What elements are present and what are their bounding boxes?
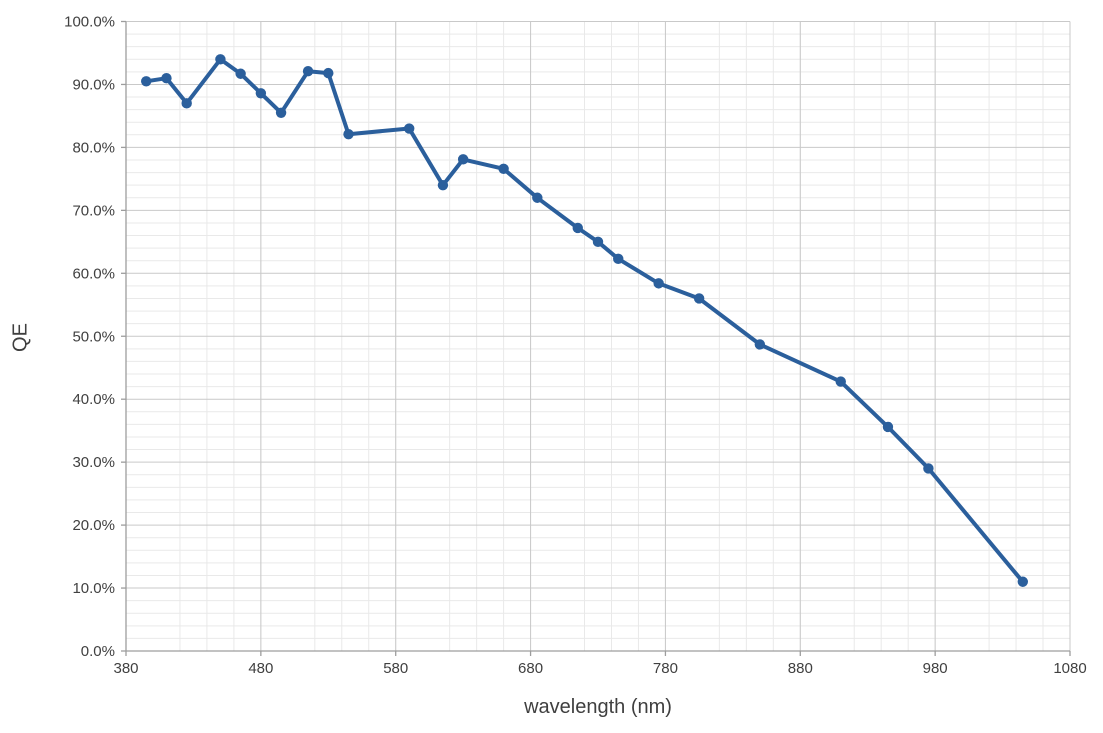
data-point-marker: [592, 236, 604, 248]
data-point-marker: [754, 339, 766, 350]
x-tick-label: 880: [788, 660, 813, 677]
data-point-marker: [923, 463, 934, 474]
x-tick-label: 580: [383, 660, 408, 677]
x-tick-label: 1080: [1053, 660, 1086, 677]
data-point-marker: [437, 179, 449, 191]
data-point-marker: [1017, 576, 1028, 587]
data-point-marker: [161, 72, 172, 84]
data-point-marker: [498, 163, 509, 175]
data-point-marker: [572, 222, 583, 234]
data-point-marker: [141, 76, 152, 87]
data-point-marker: [235, 68, 246, 79]
y-tick-label: 30.0%: [72, 454, 115, 471]
data-point-marker: [343, 128, 354, 140]
y-tick-label: 100.0%: [64, 14, 115, 31]
x-tick-label: 480: [248, 660, 273, 677]
y-tick-label: 20.0%: [72, 517, 115, 534]
y-tick-label: 70.0%: [72, 202, 115, 219]
y-axis-title: QE: [9, 323, 32, 352]
x-tick-label: 680: [518, 660, 543, 677]
y-tick-label: 0.0%: [81, 643, 115, 660]
data-point-marker: [255, 88, 267, 99]
data-point-marker: [275, 107, 287, 118]
data-point-marker: [613, 253, 624, 265]
data-point-marker: [693, 293, 705, 304]
data-point-marker: [835, 376, 846, 387]
y-tick-label: 90.0%: [72, 76, 115, 93]
y-tick-label: 40.0%: [72, 391, 115, 408]
y-tick-label: 80.0%: [72, 139, 115, 156]
x-tick-label: 980: [923, 660, 948, 677]
x-tick-label: 380: [113, 660, 138, 677]
data-point-marker: [302, 66, 314, 77]
data-point-marker: [404, 123, 415, 134]
data-point-marker: [323, 67, 334, 79]
data-point-marker: [457, 154, 469, 165]
y-tick-label: 50.0%: [72, 328, 115, 345]
data-point-marker: [653, 278, 664, 289]
data-point-marker: [215, 54, 226, 65]
data-point-marker: [181, 98, 192, 109]
x-axis-title: wavelength (nm): [524, 696, 672, 718]
data-point-marker: [882, 421, 894, 433]
data-point-marker: [532, 192, 543, 203]
y-tick-label: 60.0%: [72, 265, 115, 282]
x-tick-label: 780: [653, 660, 678, 677]
y-tick-label: 10.0%: [72, 580, 115, 597]
